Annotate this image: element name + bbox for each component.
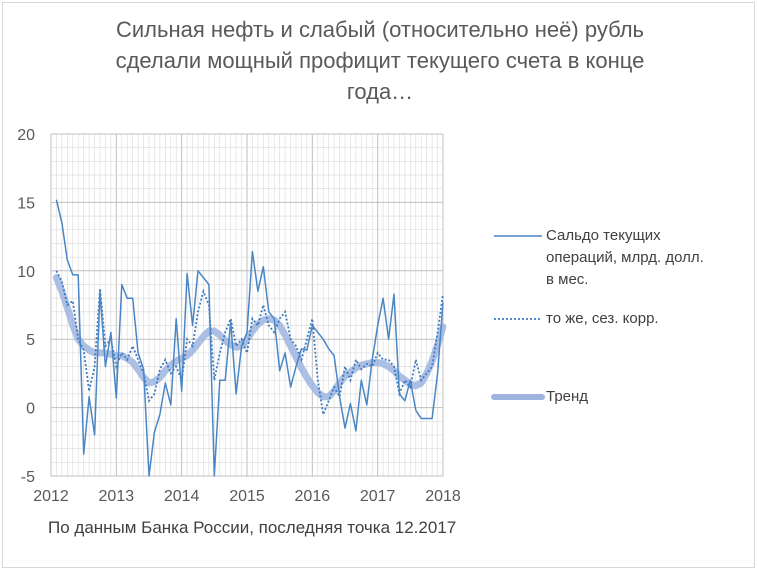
- legend-label-line: Сальдо текущих: [546, 227, 661, 244]
- y-tick-label: 20: [17, 127, 35, 144]
- legend-label-line: операций, млрд. долл.: [546, 249, 704, 266]
- y-tick-label: 10: [17, 264, 35, 281]
- x-tick-label: 2013: [99, 488, 135, 505]
- legend-key-solid: [490, 225, 546, 245]
- legend-key-thick: [490, 386, 546, 406]
- legend-label-line: Тренд: [546, 388, 589, 405]
- title-line-1: Сильная нефть и слабый (относительно неё…: [116, 17, 644, 42]
- x-tick-label: 2015: [229, 488, 265, 505]
- y-tick-label: 15: [17, 195, 35, 212]
- legend-item-seasonal: то же, сез. корр.: [490, 308, 659, 330]
- legend-label-line: в мес.: [546, 271, 589, 288]
- legend-label-monthly: Сальдо текущих операций, млрд. долл. в м…: [546, 225, 704, 291]
- x-tick-label: 2014: [164, 488, 200, 505]
- chart-title: Сильная нефть и слабый (относительно неё…: [80, 14, 680, 107]
- legend-item-trend: Тренд: [490, 386, 588, 408]
- legend-label-line: то же, сез. корр.: [546, 310, 659, 327]
- x-tick-label: 2018: [425, 488, 461, 505]
- legend-label-seasonal: то же, сез. корр.: [546, 308, 659, 330]
- x-tick-label: 2017: [360, 488, 396, 505]
- series-line-monthly: [55, 199, 444, 477]
- y-tick-label: 5: [26, 332, 35, 349]
- legend-key-dotted: [490, 308, 546, 328]
- title-line-3: года…: [346, 79, 414, 104]
- y-tick-label: 0: [26, 401, 35, 418]
- series-line-seasonal: [55, 270, 444, 418]
- legend-item-monthly: Сальдо текущих операций, млрд. долл. в м…: [490, 225, 704, 291]
- x-tick-label: 2012: [33, 488, 69, 505]
- y-tick-label: -5: [21, 469, 35, 486]
- title-line-2: сделали мощный профицит текущего счета в…: [115, 48, 645, 73]
- x-tick-label: 2016: [295, 488, 331, 505]
- source-note: По данным Банка России, последняя точка …: [48, 518, 457, 537]
- legend-label-trend: Тренд: [546, 386, 588, 408]
